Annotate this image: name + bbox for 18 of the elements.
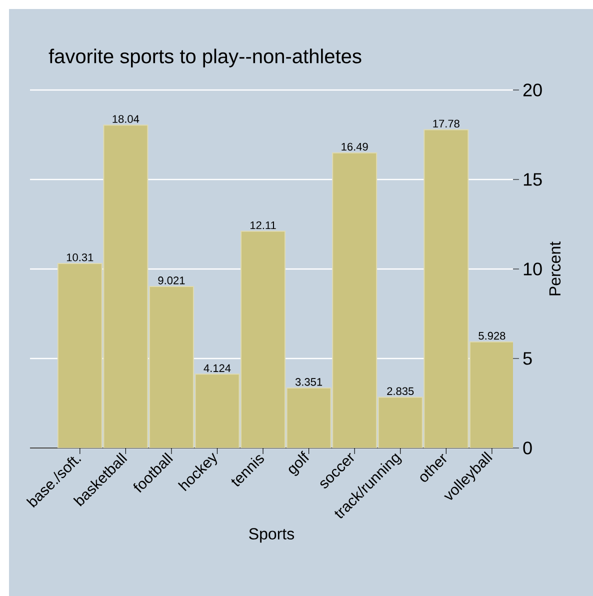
- data-label: 4.124: [204, 364, 231, 372]
- chart-title: favorite sports to play--non-athletes: [48, 48, 362, 68]
- y-tick-label: 0: [523, 442, 532, 454]
- data-label: 3.351: [295, 378, 322, 386]
- data-label: 18.04: [112, 115, 140, 123]
- data-label: 16.49: [342, 142, 368, 151]
- data-label: 17.78: [433, 120, 460, 128]
- y-axis-title: Percent: [549, 242, 561, 296]
- x-axis-title: Sports: [249, 528, 294, 543]
- data-label: 12.11: [250, 221, 276, 230]
- y-tick-label: 20: [523, 84, 542, 96]
- data-label: 10.31: [66, 253, 94, 262]
- y-tick-label: 15: [524, 173, 542, 186]
- data-label: 2.835: [387, 387, 414, 396]
- y-tick-label: 5: [523, 352, 532, 365]
- y-tick-label: 10: [524, 262, 542, 276]
- data-label: 5.928: [478, 332, 506, 340]
- data-label: 9.021: [158, 276, 185, 284]
